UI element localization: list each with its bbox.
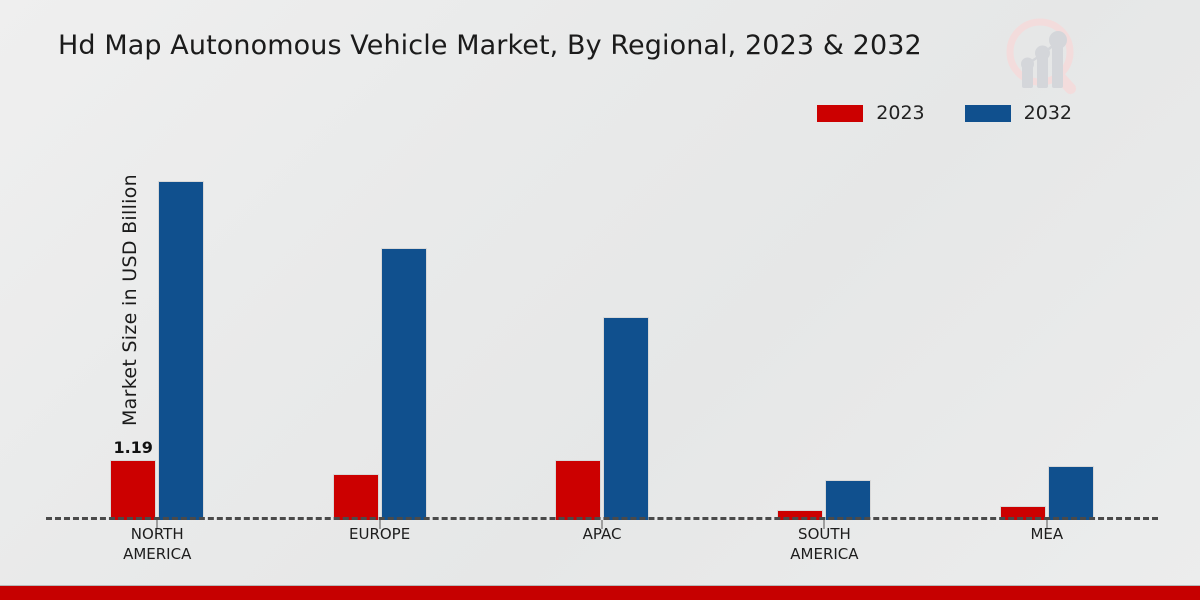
x-axis-label-north-america: NORTH AMERICA (46, 524, 268, 565)
chart-title: Hd Map Autonomous Vehicle Market, By Reg… (58, 30, 922, 61)
x-axis-label-line: APAC (582, 525, 622, 543)
footer-divider (0, 585, 1200, 586)
plot-area: 1.19 (46, 140, 1158, 529)
bar-2032-europe[interactable] (380, 248, 427, 520)
x-axis-tick (601, 520, 603, 529)
footer-band (0, 586, 1200, 600)
x-axis-tick (379, 520, 381, 529)
x-axis-label-line: EUROPE (349, 525, 411, 543)
x-axis-label-line: NORTH (130, 525, 184, 543)
bar-pair (999, 466, 1094, 520)
bar-2032-north-america[interactable] (158, 180, 205, 520)
x-axis-label-line: AMERICA (123, 545, 192, 564)
watermark-logo-icon (1002, 14, 1088, 100)
bar-2032-apac[interactable] (603, 316, 650, 520)
bar-pair (777, 480, 872, 520)
x-axis-label-europe: EUROPE (268, 524, 490, 565)
bar-pair: 1.19 (110, 180, 205, 520)
bar-2023-south-america[interactable] (777, 509, 824, 520)
bar-group (491, 140, 713, 529)
bar-group: 1.19 (46, 140, 268, 529)
legend-item-2032[interactable]: 2032 (964, 102, 1072, 124)
bar-2023-north-america[interactable]: 1.19 (110, 438, 157, 520)
x-axis-label-line: MEA (1030, 525, 1064, 543)
bar-2023-europe[interactable] (332, 473, 379, 520)
x-axis-tick (1046, 520, 1048, 529)
legend-swatch-2023 (817, 105, 864, 122)
bar-2023-mea[interactable] (999, 505, 1046, 520)
x-axis-label-apac: APAC (491, 524, 713, 565)
x-axis-tick (823, 520, 825, 529)
bar-2032-south-america[interactable] (825, 480, 872, 520)
legend-swatch-2032 (964, 105, 1011, 122)
x-axis-label-line: SOUTH (798, 525, 851, 543)
x-axis-category-labels: NORTH AMERICA EUROPE APAC SOUTH AMERICA MEA (46, 524, 1158, 565)
bar-value-label: 1.19 (113, 437, 153, 457)
x-axis-tick (156, 520, 158, 529)
x-axis-label-line: AMERICA (790, 545, 859, 564)
bar-groups: 1.19 (46, 140, 1158, 529)
legend-label-2023: 2023 (876, 102, 925, 124)
bar-group (936, 140, 1158, 529)
bar-pair (555, 316, 650, 520)
bar-group (713, 140, 935, 529)
chart-legend: 2023 2032 (817, 104, 1072, 123)
x-axis-label-south-america: SOUTH AMERICA (713, 524, 935, 565)
bar-group (268, 140, 490, 529)
x-axis-baseline (46, 517, 1158, 520)
legend-label-2032: 2032 (1023, 102, 1072, 124)
x-axis-label-mea: MEA (936, 524, 1158, 565)
legend-item-2023[interactable]: 2023 (817, 102, 925, 124)
bar-2032-mea[interactable] (1047, 466, 1094, 520)
bar-pair (332, 248, 427, 520)
bar-2023-apac[interactable] (555, 459, 602, 520)
